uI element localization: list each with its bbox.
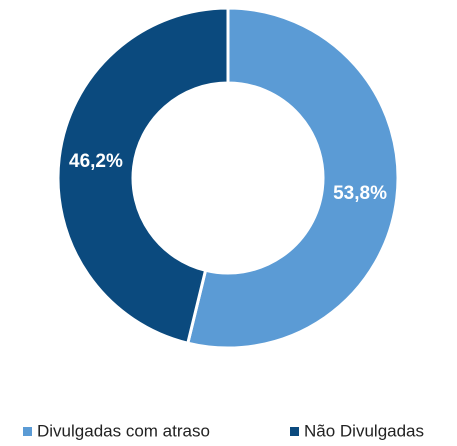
value-label: 46,2% — [69, 151, 123, 172]
legend-swatch — [290, 427, 299, 436]
donut-slice — [185, 6, 400, 350]
donut-slice — [56, 6, 230, 345]
legend-swatch — [23, 427, 32, 436]
value-label: 53,8% — [333, 183, 387, 204]
legend-label: Não Divulgadas — [304, 421, 424, 440]
legend-label: Divulgadas com atraso — [37, 421, 210, 440]
